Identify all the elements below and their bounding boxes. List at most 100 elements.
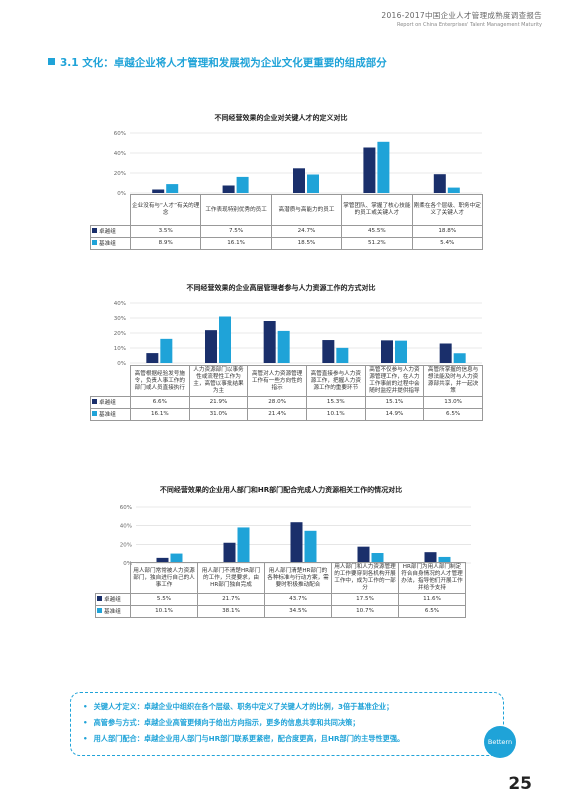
- bar: [381, 340, 393, 363]
- data-label: 8.9%: [129, 237, 202, 250]
- data-label: 18.5%: [270, 237, 343, 250]
- y-tick-label: 60%: [120, 505, 132, 511]
- legend-label: 卓越组: [99, 228, 116, 235]
- data-label: 43.7%: [264, 593, 332, 606]
- chart-1-title: 不同经营效果的企业对关键人才的定义对比: [214, 114, 348, 122]
- data-label: 16.1%: [130, 408, 190, 421]
- category-label: 高管对人力资源管理工作有一些方向性的指示: [247, 365, 307, 397]
- bar: [371, 553, 384, 563]
- data-label: 21.4%: [247, 408, 307, 421]
- series-row: 卓越组 6.6% 21.9% 28.0% 15.3% 15.1% 13.0%: [90, 396, 483, 409]
- data-label: 45.5%: [341, 225, 413, 238]
- data-label: 3.5%: [129, 225, 202, 238]
- legend-swatch: [92, 239, 97, 245]
- category-label: HR部门为用人部门制定符合自身情况的人才管理办法，指导他们开展工作并给予支持: [398, 562, 466, 594]
- bar: [219, 316, 231, 363]
- bar: [433, 174, 446, 193]
- y-tick-label: 10%: [114, 346, 126, 352]
- bar: [160, 338, 173, 363]
- table-corner: [91, 195, 131, 226]
- bar: [304, 530, 317, 563]
- series-row: 基准组 16.1% 31.0% 21.4% 10.1% 14.9% 6.5%: [90, 408, 483, 421]
- bar: [336, 347, 349, 363]
- category-label: 用人部门不清楚HR部门的工作，只提要求，由HR部门独自完成: [197, 562, 265, 594]
- legend-entry: 卓越组: [90, 396, 131, 409]
- table-corner: [91, 366, 131, 397]
- bar: [146, 353, 159, 363]
- data-label: 51.2%: [341, 237, 413, 250]
- summary-item: 高管参与方式：卓越企业高管更倾向于给出方向指示，更多的信息共享和共同决策；: [83, 715, 503, 731]
- bar: [395, 340, 407, 363]
- bar: [222, 185, 235, 193]
- data-label: 15.1%: [364, 396, 425, 409]
- brand-badge: Bettern: [484, 726, 516, 758]
- category-label: 高管所掌握的信息与想法能及时与人力资源部共享，并一起决策: [423, 365, 483, 397]
- data-label: 6.5%: [398, 605, 466, 618]
- category-label: 高管不仅参与人力资源管理工作，在人力工作事前的过程中会随时监控并提供指导: [364, 365, 425, 397]
- bar: [453, 353, 466, 363]
- report-title: 2016-2017中国企业人才管理成熟度调查报告: [381, 11, 542, 20]
- data-label: 5.5%: [130, 593, 198, 606]
- legend-swatch: [97, 607, 102, 613]
- bar: [307, 174, 319, 193]
- chart-3-plot: 0% 20% 40% 60%: [120, 505, 471, 567]
- y-tick-label: 40%: [120, 524, 132, 530]
- legend-label: 基准组: [104, 608, 121, 615]
- chart-3-title: 不同经营效果的企业用人部门和HR部门配合完成人力资源相关工作的情况对比: [159, 486, 403, 494]
- y-tick-label: 40%: [114, 301, 126, 307]
- bar: [223, 542, 236, 563]
- y-tick-label: 0%: [117, 361, 126, 367]
- category-label: 掌管团队、掌握了核心技能的员工或关键人才: [341, 194, 413, 226]
- chart-3-table: 用人部门常常被人力资源部门，独自进行自己的人事工作 用人部门不清楚HR部门的工作，…: [95, 562, 466, 618]
- y-tick-label: 20%: [120, 542, 132, 548]
- report-subtitle: Report on China Enterprises' Talent Mana…: [396, 22, 542, 28]
- bar: [277, 330, 290, 363]
- bar: [377, 141, 390, 193]
- data-label: 15.3%: [305, 396, 366, 409]
- y-tick-label: 20%: [114, 331, 126, 337]
- data-label: 18.8%: [411, 225, 483, 238]
- y-tick-label: 40%: [114, 151, 126, 157]
- data-label: 14.9%: [364, 408, 425, 421]
- bar: [322, 340, 335, 363]
- category-label: 高潜质与高能力的员工: [270, 194, 343, 226]
- y-tick-label: 20%: [114, 171, 126, 177]
- category-row: 企业没有与“人才”有关的理念 工作表现特别优秀的员工 高潜质与高能力的员工 掌管团队、…: [91, 194, 483, 226]
- category-row: 用人部门常常被人力资源部门，独自进行自己的人事工作 用人部门不清楚HR部门的工作，…: [96, 562, 466, 594]
- data-label: 31.0%: [188, 408, 249, 421]
- section-title: 3.1 文化：卓越企业将人才管理和发展视为企业文化更重要的组成部分: [48, 55, 387, 70]
- y-tick-label: 30%: [114, 316, 126, 322]
- data-label: 11.6%: [398, 593, 466, 606]
- data-label: 24.7%: [270, 225, 343, 238]
- legend-swatch: [92, 227, 97, 233]
- bar: [357, 546, 370, 563]
- category-row: 高管根据经验发号施令，负责人事工作的部门或人员直接执行 人力资源部门以事务性或流程…: [91, 365, 483, 397]
- bar: [438, 556, 451, 563]
- data-label: 21.7%: [197, 593, 265, 606]
- bar: [205, 330, 217, 363]
- legend-label: 基准组: [99, 411, 116, 418]
- legend-entry: 卓越组: [90, 225, 131, 238]
- legend-swatch: [92, 398, 97, 404]
- legend-swatch: [92, 410, 97, 416]
- legend-entry: 基准组: [90, 237, 131, 250]
- bar: [290, 522, 303, 563]
- legend-entry: 卓越组: [95, 593, 131, 606]
- summary-item: 用人部门配合：卓越企业用人部门与HR部门联系更紧密，配合度更高，且HR部门的主导…: [83, 731, 503, 747]
- chart-1-plot: 0% 20% 40% 60%: [114, 131, 482, 197]
- data-label: 10.1%: [305, 408, 366, 421]
- section-title-text: 3.1 文化：卓越企业将人才管理和发展视为企业文化更重要的组成部分: [60, 57, 387, 69]
- y-tick-label: 0%: [123, 561, 132, 567]
- data-label: 16.1%: [200, 237, 272, 250]
- page-number: 25: [508, 774, 532, 794]
- category-label: 用人部门和人力资源管理的工作要穿到各机构开展工作中，成为工作的一部分: [331, 562, 399, 594]
- section-marker-icon: [48, 58, 55, 65]
- legend-swatch: [97, 595, 102, 601]
- data-label: 21.9%: [188, 396, 249, 409]
- bar: [170, 553, 183, 563]
- data-label: 10.7%: [331, 605, 399, 618]
- series-row: 卓越组 5.5% 21.7% 43.7% 17.5% 11.6%: [95, 593, 466, 606]
- chart-2-title: 不同经营效果的企业高层管理者参与人力资源工作的方式对比: [186, 284, 376, 292]
- legend-label: 卓越组: [104, 596, 121, 603]
- bar: [263, 321, 276, 363]
